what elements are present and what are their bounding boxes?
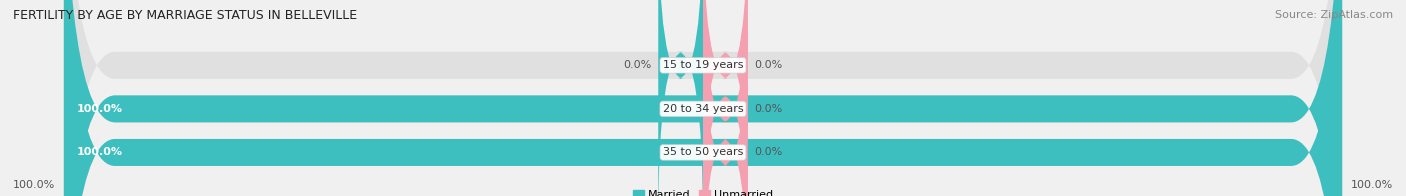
Text: 0.0%: 0.0% (754, 147, 782, 157)
FancyBboxPatch shape (703, 0, 748, 196)
Text: FERTILITY BY AGE BY MARRIAGE STATUS IN BELLEVILLE: FERTILITY BY AGE BY MARRIAGE STATUS IN B… (13, 9, 357, 22)
Text: 0.0%: 0.0% (754, 60, 782, 70)
FancyBboxPatch shape (63, 0, 1343, 196)
FancyBboxPatch shape (63, 0, 1343, 196)
Text: 0.0%: 0.0% (754, 104, 782, 114)
Text: Source: ZipAtlas.com: Source: ZipAtlas.com (1275, 10, 1393, 20)
FancyBboxPatch shape (703, 0, 748, 196)
Legend: Married, Unmarried: Married, Unmarried (633, 190, 773, 196)
Text: 100.0%: 100.0% (77, 147, 122, 157)
Text: 100.0%: 100.0% (13, 180, 55, 190)
FancyBboxPatch shape (63, 0, 1343, 196)
FancyBboxPatch shape (63, 0, 1343, 196)
Text: 35 to 50 years: 35 to 50 years (662, 147, 744, 157)
Text: 100.0%: 100.0% (1351, 180, 1393, 190)
FancyBboxPatch shape (63, 0, 1343, 196)
Text: 20 to 34 years: 20 to 34 years (662, 104, 744, 114)
Text: 0.0%: 0.0% (624, 60, 652, 70)
Text: 100.0%: 100.0% (77, 104, 122, 114)
FancyBboxPatch shape (658, 0, 703, 196)
FancyBboxPatch shape (703, 0, 748, 196)
Text: 15 to 19 years: 15 to 19 years (662, 60, 744, 70)
